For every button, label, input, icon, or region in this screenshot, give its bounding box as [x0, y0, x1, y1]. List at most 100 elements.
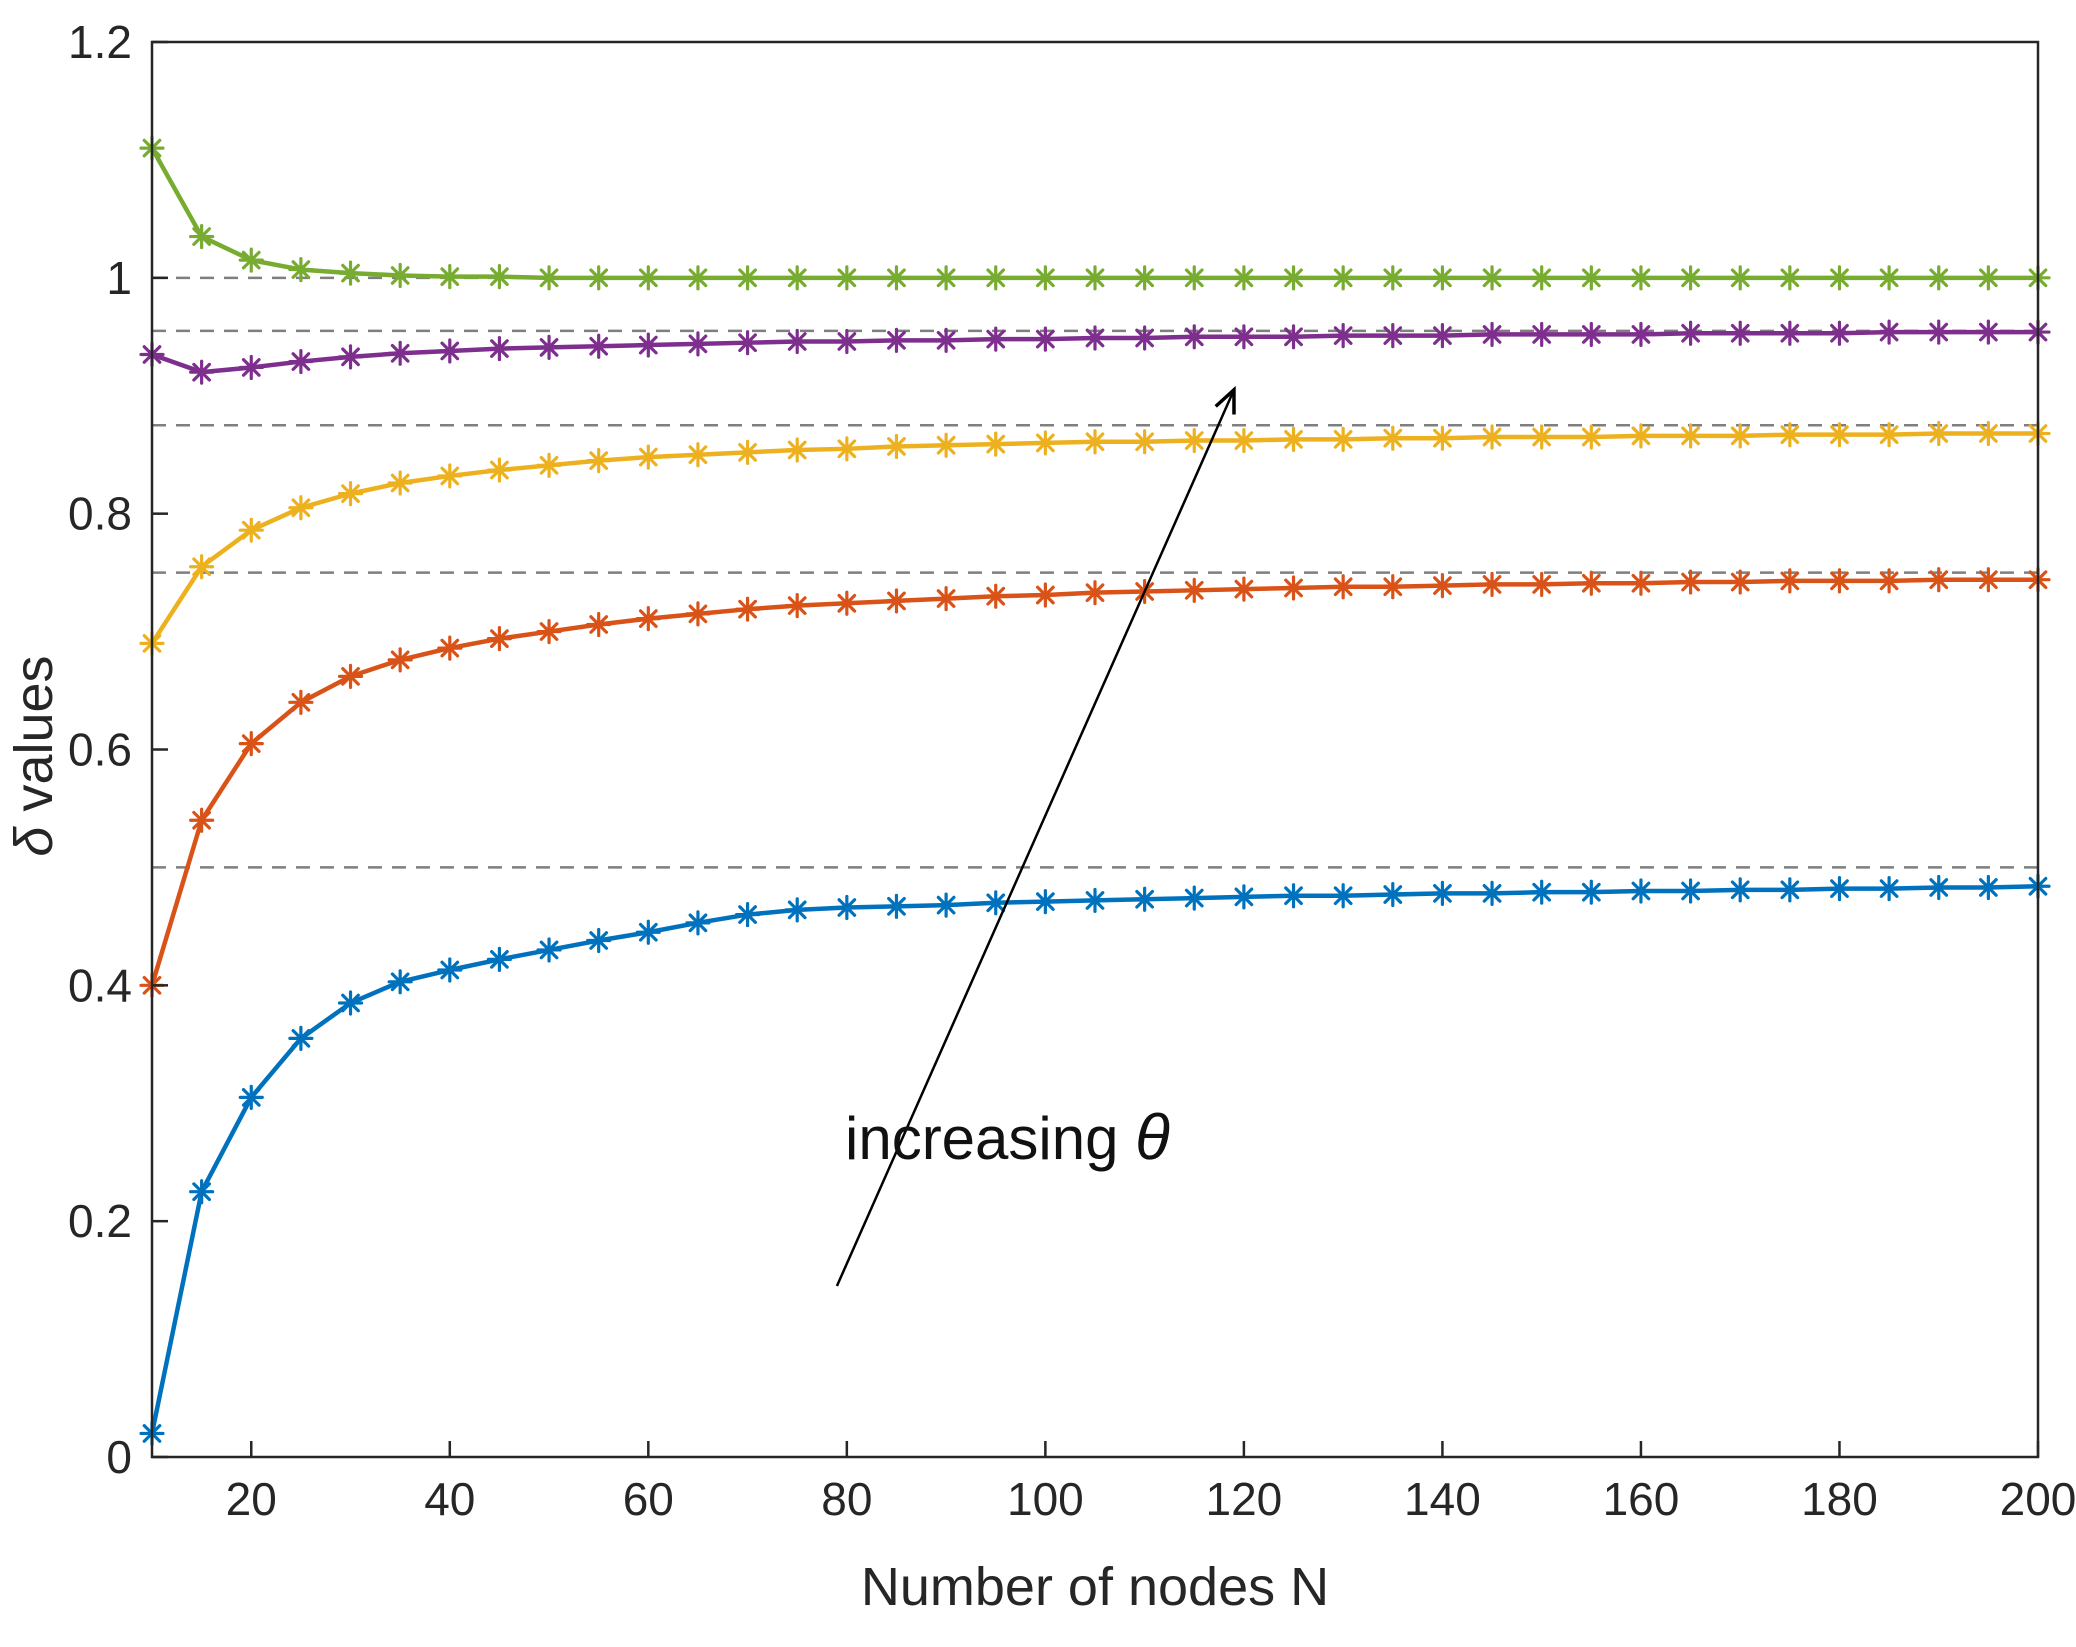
asterisk-marker	[440, 267, 460, 287]
asterisk-marker	[1681, 572, 1700, 592]
asterisk-marker	[638, 609, 658, 628]
asterisk-marker	[1581, 427, 1601, 447]
asterisk-marker	[539, 940, 559, 960]
axes-box	[150, 40, 2040, 1459]
series-line-series5	[150, 147, 2038, 281]
asterisk-marker	[1730, 880, 1750, 900]
asterisk-marker	[1978, 322, 1998, 342]
asterisk-marker	[1730, 323, 1750, 343]
asterisk-marker	[1234, 579, 1254, 599]
asterisk-marker	[1879, 425, 1899, 445]
asterisk-marker	[1333, 430, 1353, 449]
asterisk-marker	[490, 460, 509, 480]
asterisk-marker	[1830, 425, 1849, 445]
asterisk-marker	[787, 332, 807, 351]
asterisk-marker	[1631, 325, 1651, 344]
asterisk-marker	[241, 358, 261, 377]
asterisk-marker	[490, 339, 509, 358]
asterisk-marker	[1978, 268, 1998, 288]
x-tick-label: 20	[226, 1473, 277, 1525]
asterisk-marker	[1284, 430, 1303, 449]
x-tick-label: 160	[1603, 1473, 1680, 1525]
asterisk-marker	[1929, 424, 1949, 443]
asterisk-marker	[241, 734, 261, 753]
asterisk-marker	[1433, 326, 1452, 345]
asterisk-marker	[1532, 882, 1552, 902]
asterisk-marker	[1730, 572, 1750, 592]
asterisk-marker	[440, 466, 460, 486]
asterisk-marker	[1035, 892, 1055, 911]
asterisk-marker	[589, 336, 609, 356]
asterisk-marker	[1780, 425, 1800, 445]
asterisk-marker	[1532, 575, 1552, 594]
asterisk-marker	[887, 268, 906, 288]
series-line-series3	[150, 431, 2038, 645]
asterisk-marker	[1929, 268, 1949, 288]
asterisk-marker	[1830, 879, 1849, 899]
asterisk-marker	[589, 931, 609, 950]
asterisk-marker	[291, 692, 311, 712]
asymptote-lines	[152, 276, 2038, 869]
asterisk-marker	[787, 440, 807, 460]
asterisk-marker	[837, 268, 857, 288]
markers-series4	[139, 319, 2051, 385]
y-tick-label: 0.8	[68, 488, 132, 540]
y-tick-label: 1.2	[68, 16, 132, 68]
asterisk-marker	[390, 650, 410, 670]
asterisk-marker	[738, 599, 757, 619]
asterisk-marker	[936, 330, 956, 350]
asterisk-marker	[291, 498, 311, 518]
asterisk-marker	[1234, 887, 1254, 907]
asterisk-marker	[986, 268, 1006, 288]
asterisk-marker	[1879, 322, 1899, 342]
asterisk-marker	[1333, 886, 1353, 906]
asterisk-marker	[539, 268, 559, 288]
asterisk-marker	[192, 362, 212, 382]
asterisk-marker	[490, 950, 509, 969]
asterisk-marker	[1135, 432, 1155, 452]
asterisk-marker	[1184, 431, 1204, 450]
asterisk-marker	[390, 972, 410, 992]
asterisk-marker	[887, 437, 906, 456]
asterisk-marker	[1532, 427, 1552, 447]
asterisk-marker	[1830, 571, 1849, 591]
x-tick-label: 60	[623, 1473, 674, 1525]
asterisk-marker	[787, 596, 807, 616]
asterisk-marker	[1184, 580, 1204, 600]
asterisk-marker	[1184, 268, 1204, 288]
asterisk-marker	[1035, 585, 1055, 605]
asterisk-marker	[1730, 268, 1750, 288]
asterisk-marker	[1780, 268, 1800, 288]
asterisk-marker	[192, 557, 212, 577]
asterisk-marker	[837, 593, 857, 613]
y-tick-label: 0	[106, 1431, 132, 1483]
asterisk-marker	[1780, 323, 1800, 343]
asterisk-marker	[589, 615, 609, 634]
delta-symbol: δ	[4, 826, 64, 857]
asterisk-marker	[1631, 426, 1651, 446]
asterisk-marker	[1383, 577, 1403, 597]
markers-series3	[139, 420, 2051, 656]
y-axis-label: δ values	[4, 655, 64, 856]
asterisk-marker	[1383, 885, 1403, 904]
asterisk-marker	[1085, 328, 1105, 348]
asterisk-marker	[688, 445, 708, 465]
y-tick-label: 0.2	[68, 1195, 132, 1247]
theta-symbol: θ	[1135, 1101, 1170, 1173]
asterisk-marker	[936, 435, 956, 455]
markers-series5	[139, 135, 2051, 291]
asterisk-marker	[1333, 268, 1353, 288]
annotation-text: increasing	[845, 1105, 1136, 1172]
asterisk-marker	[837, 898, 857, 917]
y-tick-label: 0.4	[68, 959, 132, 1011]
asterisk-marker	[1383, 268, 1403, 288]
annotation-increasing-theta: increasing θ	[845, 1100, 1170, 1174]
asterisk-marker	[1978, 878, 1998, 897]
asterisk-marker	[1681, 881, 1700, 901]
asterisk-marker	[1581, 268, 1601, 288]
asterisk-marker	[440, 960, 460, 980]
asterisk-marker	[837, 332, 857, 351]
asterisk-marker	[1482, 268, 1502, 288]
